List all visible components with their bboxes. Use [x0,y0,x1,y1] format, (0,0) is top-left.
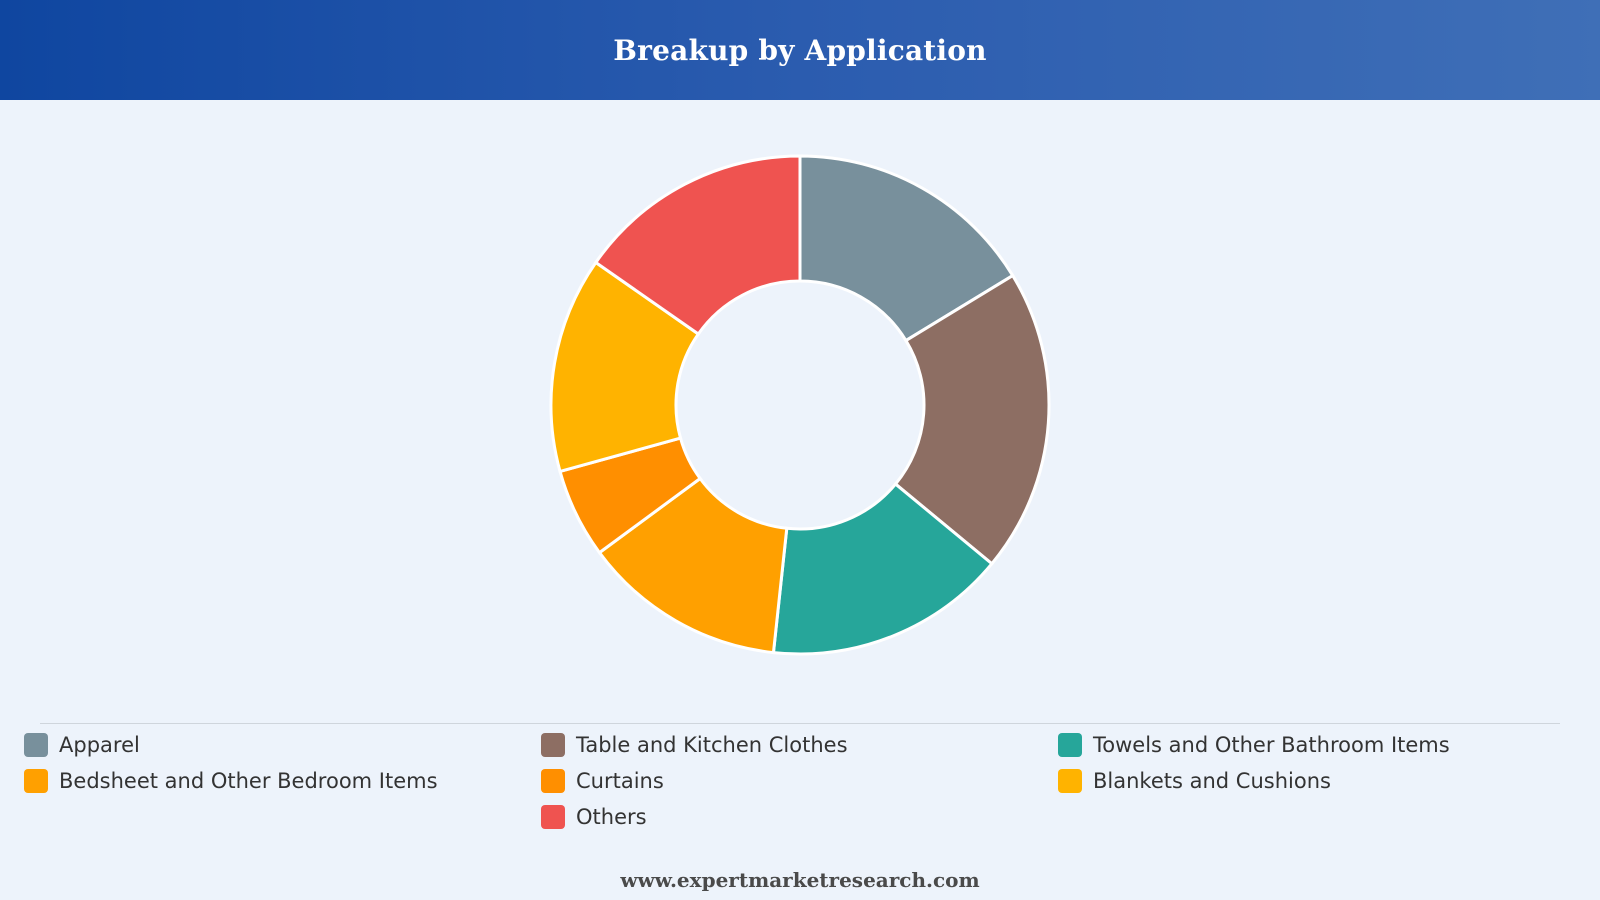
legend-swatch [541,733,565,757]
legend-label: Table and Kitchen Clothes [576,733,848,757]
legend-divider [40,723,1560,724]
legend-item-blankets-and-cushions[interactable]: Blankets and Cushions [1058,769,1576,793]
chart-title: Breakup by Application [613,33,987,67]
slice-apparel[interactable] [798,154,1015,343]
slice-table-and-kitchen-clothes[interactable] [893,273,1051,566]
legend-item-towels-and-other-bathroom-items[interactable]: Towels and Other Bathroom Items [1058,733,1576,757]
legend-label: Bedsheet and Other Bedroom Items [59,769,438,793]
donut-chart [549,154,1051,656]
legend-item-bedsheet-and-other-bedroom-items[interactable]: Bedsheet and Other Bedroom Items [24,769,541,793]
slice-others[interactable] [593,154,802,337]
slice-blankets-and-cushions[interactable] [549,260,701,474]
legend-item-apparel[interactable]: Apparel [24,733,541,757]
legend-label: Blankets and Cushions [1093,769,1331,793]
legend-label: Apparel [59,733,140,757]
legend-item-others[interactable]: Others [541,805,1058,829]
legend-swatch [1058,733,1082,757]
legend-label: Towels and Other Bathroom Items [1093,733,1450,757]
legend-item-curtains[interactable]: Curtains [541,769,1058,793]
header-bar: Breakup by Application [0,0,1600,100]
chart-area [0,100,1600,720]
legend-swatch [24,769,48,793]
legend-swatch [541,769,565,793]
legend-label: Curtains [576,769,664,793]
legend-swatch [24,733,48,757]
legend-label: Others [576,805,647,829]
slice-towels-and-other-bathroom-items[interactable] [771,481,994,656]
legend-swatch [541,805,565,829]
legend-swatch [1058,769,1082,793]
legend-item-table-and-kitchen-clothes[interactable]: Table and Kitchen Clothes [541,733,1058,757]
footer-url: www.expertmarketresearch.com [620,868,980,892]
chart-legend: Apparel Table and Kitchen Clothes Towels a… [24,733,1576,829]
